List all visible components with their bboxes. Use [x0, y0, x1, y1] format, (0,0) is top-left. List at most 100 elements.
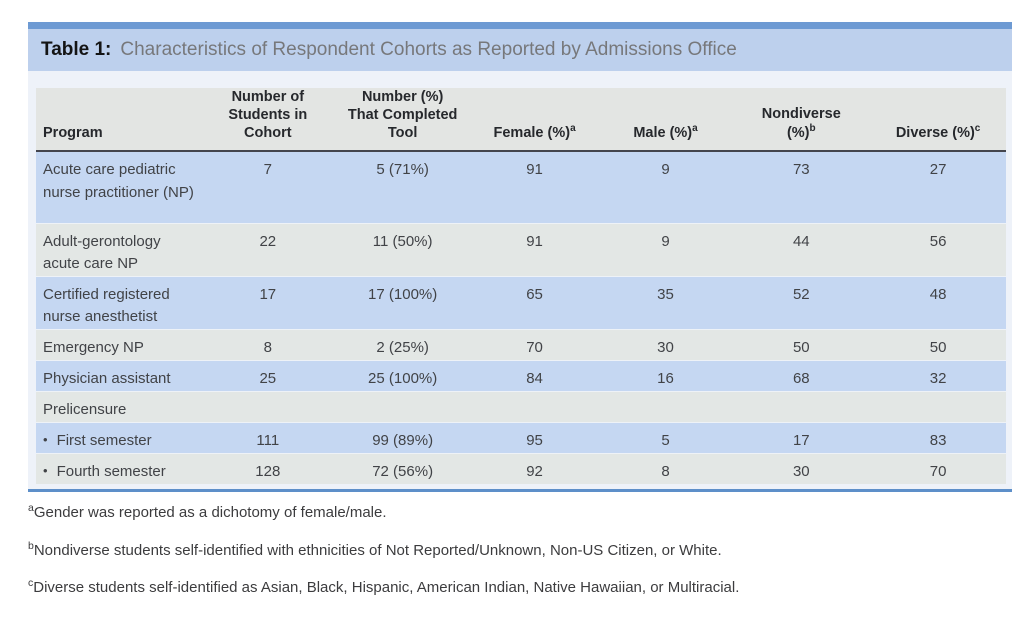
header-text: Nondiverse (%) — [761, 106, 841, 142]
program-cell: Adult-gerontology acute care NP — [36, 222, 201, 277]
cell-male: 16 — [598, 359, 733, 392]
cell-male: 35 — [598, 275, 733, 330]
cell-completed: 72 (56%) — [334, 452, 471, 485]
program-cell: Prelicensure — [36, 390, 201, 423]
cell-students: 17 — [200, 275, 335, 330]
cell-male: 30 — [598, 328, 733, 361]
cell-completed: 5 (71%) — [334, 151, 471, 224]
bullet-icon: • — [43, 431, 48, 447]
cell-female: 84 — [470, 359, 599, 392]
header-label: Nondiverse (%)b — [760, 105, 842, 142]
footnotes: aGender was reported as a dichotomy of f… — [28, 501, 1012, 598]
footnote-marker: c — [28, 576, 34, 589]
table-row: Prelicensure — [36, 390, 1006, 423]
cell-male: 9 — [598, 151, 733, 224]
header-row: Program Number of Students in Cohort Num… — [36, 88, 1006, 153]
cell-completed: 25 (100%) — [334, 359, 471, 392]
header-label: Male (%)a — [633, 123, 697, 142]
cell-students: 8 — [200, 328, 335, 361]
column-header-completed-tool: Number (%) That Completed Tool — [334, 88, 471, 153]
cell-nondiverse: 30 — [732, 452, 871, 485]
cell-students: 128 — [200, 452, 335, 485]
table-title: Characteristics of Respondent Cohorts as… — [120, 39, 737, 60]
cell-diverse: 48 — [870, 275, 1006, 330]
header-label: Female (%)a — [494, 123, 576, 142]
cell-students: 25 — [200, 359, 335, 392]
cell-female: 91 — [470, 222, 599, 277]
column-header-students-in-cohort: Number of Students in Cohort — [200, 88, 335, 153]
cell-diverse: 70 — [870, 452, 1006, 485]
program-cell: Certified registered nurse anesthetist — [36, 275, 201, 330]
program-cell: • First semester — [36, 421, 201, 454]
column-header-diverse: Diverse (%)c — [870, 88, 1006, 153]
table-title-band: Table 1: Characteristics of Respondent C… — [28, 29, 1012, 71]
cell-diverse: 27 — [870, 151, 1006, 224]
column-header-program: Program — [36, 88, 201, 153]
table-panel: Program Number of Students in Cohort Num… — [28, 71, 1012, 493]
cell-diverse: 56 — [870, 222, 1006, 277]
cell-female: 92 — [470, 452, 599, 485]
program-cell: Physician assistant — [36, 359, 201, 392]
bullet-icon: • — [43, 462, 48, 478]
cell-female: 95 — [470, 421, 599, 454]
program-label: Adult-gerontology acute care NP — [43, 232, 161, 273]
cell-students: 111 — [200, 421, 335, 454]
table-body: Acute care pediatric nurse practitioner … — [36, 151, 1006, 485]
cell-completed — [334, 390, 471, 423]
table-row: Physician assistant 25 25 (100%) 84 16 6… — [36, 359, 1006, 392]
column-header-nondiverse: Nondiverse (%)b — [732, 88, 871, 153]
cell-female: 91 — [470, 151, 599, 224]
footnote-marker: b — [809, 123, 816, 135]
cell-nondiverse: 17 — [732, 421, 871, 454]
table-row: Emergency NP 8 2 (25%) 70 30 50 50 — [36, 328, 1006, 361]
cell-completed: 17 (100%) — [334, 275, 471, 330]
cell-female — [470, 390, 599, 423]
cell-nondiverse: 50 — [732, 328, 871, 361]
cell-completed: 11 (50%) — [334, 222, 471, 277]
program-label: First semester — [56, 431, 152, 449]
program-label: Prelicensure — [43, 400, 127, 418]
program-label: Emergency NP — [43, 338, 144, 356]
footnote-b: bNondiverse students self-identified wit… — [28, 539, 1012, 561]
table-row: • Fourth semester 128 72 (56%) 92 8 30 70 — [36, 452, 1006, 485]
footnote-c: cDiverse students self-identified as Asi… — [28, 576, 1012, 598]
footnote-text: Diverse students self-identified as Asia… — [33, 578, 740, 596]
cell-nondiverse — [732, 390, 871, 423]
header-label: Program — [43, 125, 103, 142]
cell-male: 8 — [598, 452, 733, 485]
table-row: • First semester 111 99 (89%) 95 5 17 83 — [36, 421, 1006, 454]
program-cell: • Fourth semester — [36, 452, 201, 485]
table-row: Acute care pediatric nurse practitioner … — [36, 151, 1006, 224]
cell-diverse: 83 — [870, 421, 1006, 454]
cell-diverse: 32 — [870, 359, 1006, 392]
cell-nondiverse: 44 — [732, 222, 871, 277]
cell-nondiverse: 68 — [732, 359, 871, 392]
top-accent-bar — [28, 22, 1012, 29]
program-cell: Emergency NP — [36, 328, 201, 361]
header-label: Diverse (%)c — [896, 123, 981, 142]
header-label: Number (%) That Completed Tool — [347, 89, 458, 142]
header-text: Male (%) — [633, 125, 693, 142]
footnote-text: Nondiverse students self-identified with… — [33, 541, 722, 559]
footnote-marker: a — [692, 123, 698, 135]
table-header: Program Number of Students in Cohort Num… — [36, 88, 1006, 153]
cell-male — [598, 390, 733, 423]
table-row: Certified registered nurse anesthetist 1… — [36, 275, 1006, 330]
cell-students: 22 — [200, 222, 335, 277]
header-text: Female (%) — [493, 125, 571, 142]
cell-students: 7 — [200, 151, 335, 224]
cell-diverse: 50 — [870, 328, 1006, 361]
program-label: Fourth semester — [56, 462, 166, 480]
cell-students — [200, 390, 335, 423]
program-cell: Acute care pediatric nurse practitioner … — [36, 151, 201, 224]
footnote-marker: c — [974, 123, 981, 135]
cell-nondiverse: 73 — [732, 151, 871, 224]
column-header-female: Female (%)a — [470, 88, 599, 153]
cell-diverse — [870, 390, 1006, 423]
table-number-label: Table 1: — [41, 39, 112, 60]
cell-completed: 2 (25%) — [334, 328, 471, 361]
footnote-a: aGender was reported as a dichotomy of f… — [28, 501, 1012, 523]
column-header-male: Male (%)a — [598, 88, 733, 153]
header-label: Number of Students in Cohort — [228, 89, 308, 142]
cell-male: 5 — [598, 421, 733, 454]
